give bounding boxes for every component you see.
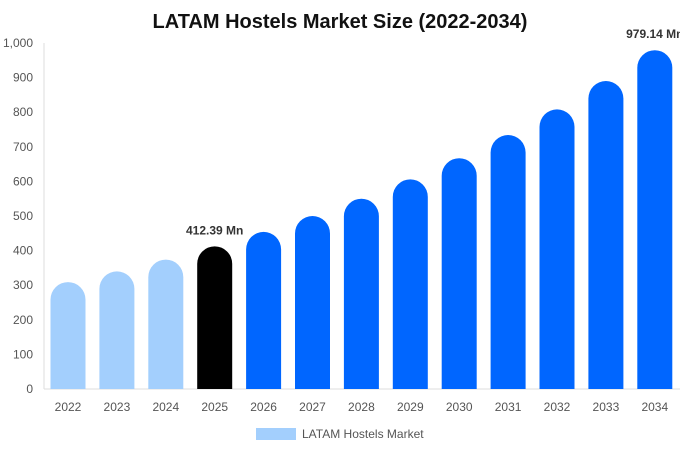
bar-2034[interactable] (637, 50, 673, 389)
y-tick-label: 600 (13, 174, 33, 188)
bar-2032[interactable] (539, 109, 575, 389)
bar-2024[interactable] (148, 259, 184, 389)
x-tick-label: 2031 (495, 400, 522, 414)
bar-2033[interactable] (588, 81, 624, 389)
y-tick-label: 500 (13, 209, 33, 223)
y-tick-label: 200 (13, 313, 33, 327)
bar-2027[interactable] (295, 216, 330, 389)
bar-2031[interactable] (490, 135, 526, 389)
bar-2025[interactable] (197, 246, 233, 389)
bar-2029[interactable] (392, 179, 428, 389)
y-tick-label: 800 (13, 105, 33, 119)
x-tick-label: 2029 (397, 400, 424, 414)
x-tick-label: 2022 (55, 400, 82, 414)
x-tick-label: 2027 (299, 400, 326, 414)
x-tick-label: 2033 (593, 400, 620, 414)
x-tick-label: 2028 (348, 400, 375, 414)
legend-label: LATAM Hostels Market (302, 427, 424, 441)
y-tick-label: 700 (13, 140, 33, 154)
x-tick-label: 2030 (446, 400, 473, 414)
bar-2026[interactable] (246, 231, 282, 389)
data-label: 979.14 Mn (626, 27, 680, 41)
bar-2028[interactable] (343, 198, 379, 389)
bar-2023[interactable] (99, 271, 135, 389)
legend[interactable]: LATAM Hostels Market (256, 427, 424, 441)
y-tick-label: 900 (13, 71, 33, 85)
x-tick-label: 2023 (104, 400, 131, 414)
y-tick-label: 300 (13, 278, 33, 292)
x-tick-label: 2026 (250, 400, 277, 414)
x-tick-label: 2034 (641, 400, 668, 414)
y-tick-label: 400 (13, 244, 33, 258)
x-tick-label: 2032 (544, 400, 571, 414)
x-tick-label: 2025 (201, 400, 228, 414)
x-tick-label: 2024 (152, 400, 179, 414)
legend-swatch (256, 428, 296, 440)
y-tick-label: 0 (26, 382, 33, 396)
bar-2030[interactable] (441, 158, 477, 389)
y-tick-label: 100 (13, 347, 33, 361)
bar-2022[interactable] (50, 282, 86, 389)
chart-title: LATAM Hostels Market Size (2022-2034) (153, 11, 528, 33)
data-label: 412.39 Mn (186, 223, 243, 237)
y-tick-label: 1,000 (3, 36, 33, 50)
